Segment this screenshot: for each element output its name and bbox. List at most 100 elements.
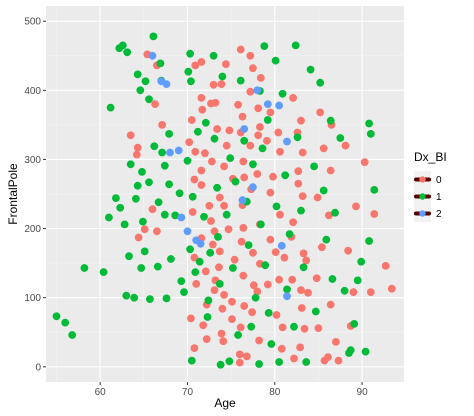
point-series-0 [274,128,283,137]
point-series-0 [218,304,227,313]
point-series-0 [217,329,226,338]
point-series-0 [238,112,247,121]
point-series-0 [236,323,245,332]
point-series-0 [296,343,304,352]
point-series-0 [215,263,223,272]
point-series-0 [275,275,283,284]
point-series-1 [310,162,318,171]
point-series-1 [99,268,108,276]
point-series-0 [235,358,244,367]
point-series-1 [264,309,273,317]
point-series-1 [365,237,373,245]
point-series-1 [186,49,195,58]
legend: Dx_BI 0 1 2 [414,150,447,222]
point-series-0 [294,167,303,176]
point-series-1 [285,230,294,239]
point-series-1 [200,212,208,221]
x-tick-label: 70 [182,387,194,398]
point-series-0 [289,218,297,227]
point-series-0 [215,193,224,202]
point-series-1 [210,134,219,143]
point-series-0 [312,274,321,283]
point-series-1 [162,294,171,303]
point-series-0 [318,243,326,252]
point-series-1 [187,356,196,365]
legend-key-point [419,210,426,217]
legend-key-point [419,176,426,183]
point-series-0 [266,188,275,197]
point-series-1 [138,168,146,176]
y-tick-label: 500 [24,17,41,28]
point-series-1 [203,313,212,321]
point-series-0 [297,286,305,294]
point-series-0 [360,158,369,167]
point-series-1 [297,206,305,215]
point-series-0 [240,173,249,182]
point-series-1 [340,286,349,295]
point-series-1 [291,41,300,50]
point-series-1 [52,312,61,321]
point-series-0 [134,233,143,242]
point-series-1 [61,318,70,327]
point-series-2 [277,241,286,250]
point-series-0 [319,144,328,153]
point-series-1 [156,59,165,68]
point-series-0 [239,157,248,166]
point-series-0 [334,356,343,365]
point-series-1 [278,89,287,98]
point-series-0 [140,225,149,234]
point-series-1 [234,331,243,339]
y-axis-title: FrontalPole [6,163,20,225]
point-series-1 [263,116,272,124]
point-series-0 [224,225,233,234]
point-series-0 [208,157,216,166]
point-series-2 [283,292,291,301]
point-series-1 [365,119,373,128]
point-series-0 [192,280,201,288]
point-series-0 [366,288,375,296]
point-series-1 [187,77,195,86]
point-series-1 [125,252,133,261]
point-series-0 [288,275,297,284]
point-series-1 [80,264,89,272]
point-series-1 [222,210,231,219]
point-series-2 [196,239,205,248]
point-series-1 [247,322,256,331]
y-tick-label: 400 [24,86,41,97]
point-series-1 [177,277,186,285]
point-series-0 [201,267,210,276]
point-series-1 [118,41,127,50]
point-series-1 [361,347,370,356]
point-series-1 [353,276,362,285]
point-series-0 [240,302,249,310]
point-series-0 [302,256,311,265]
point-series-1 [236,76,245,85]
point-series-0 [246,141,255,150]
point-series-1 [154,198,163,207]
legend-label: 1 [436,192,442,203]
point-series-2 [162,80,171,88]
point-series-2 [253,86,262,95]
point-series-0 [234,100,243,109]
point-series-2 [240,125,249,133]
point-series-1 [145,95,153,104]
point-series-1 [255,360,263,368]
point-series-1 [249,160,257,169]
point-series-0 [316,108,325,117]
point-series-1 [122,291,131,300]
point-series-0 [199,321,208,330]
point-series-2 [183,227,192,236]
point-series-1 [175,189,184,198]
point-series-0 [205,201,214,210]
point-series-0 [190,175,199,184]
point-series-1 [141,77,150,86]
point-series-1 [136,86,145,95]
point-series-1 [206,248,215,257]
point-series-1 [256,220,265,229]
point-series-1 [366,130,375,138]
point-series-1 [306,65,315,74]
point-series-0 [266,108,275,117]
point-series-0 [228,315,236,323]
point-series-0 [249,281,258,290]
point-series-0 [236,45,245,54]
